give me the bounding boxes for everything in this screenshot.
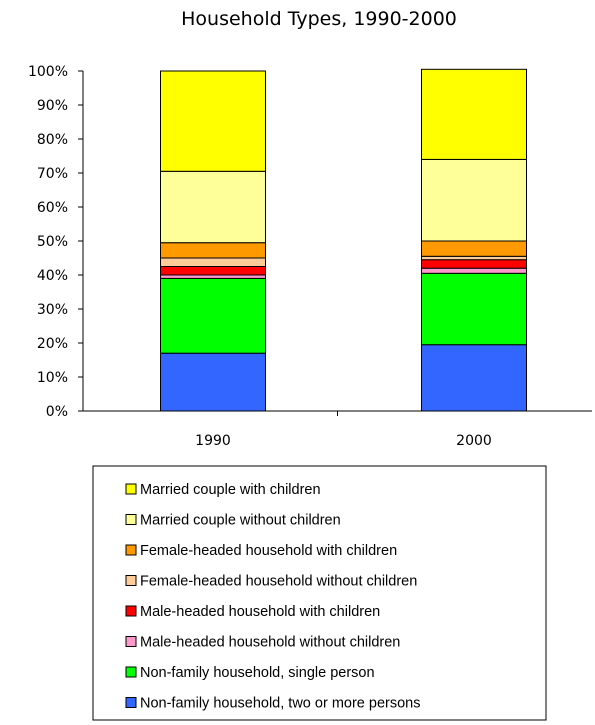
legend-swatch [125, 666, 137, 678]
y-tick-label: 80% [37, 132, 68, 148]
bar-segment [421, 255, 527, 261]
y-tick-label: 50% [37, 234, 68, 250]
y-tick-label: 60% [37, 200, 68, 216]
legend-label: Male-headed household with children [140, 604, 380, 620]
legend-swatch [125, 605, 137, 617]
bar-segment [421, 259, 527, 269]
bar-segment [160, 257, 266, 267]
legend-label: Male-headed household without children [140, 635, 400, 651]
y-tick-label: 70% [37, 166, 68, 182]
y-tick-label: 0% [46, 404, 68, 420]
legend-label: Non-family household, single person [140, 665, 375, 681]
bar-segment [421, 267, 527, 274]
legend-swatch [125, 514, 137, 525]
y-tick-label: 10% [37, 370, 68, 386]
y-tick-label: 20% [37, 336, 68, 352]
bar-segment [160, 170, 266, 244]
legend-swatch [125, 575, 137, 586]
legend-swatch [125, 483, 137, 495]
y-tick-label: 40% [37, 268, 68, 284]
plot-area: 0% 10% 20% 30% 40% 50% 60% 70% 80% 90% 100% 1990 200… [28, 64, 592, 449]
x-tick-label: 1990 [195, 433, 231, 449]
y-tick-label: 90% [37, 98, 68, 114]
bar-segment [421, 240, 527, 257]
bar-segment [160, 242, 266, 259]
x-tick-label: 2000 [456, 433, 492, 449]
legend-label: Non-family household, two or more person… [140, 696, 420, 712]
bar-segment [160, 70, 266, 172]
bar-segment [160, 277, 266, 354]
legend-swatch [125, 544, 137, 556]
y-tick-label: 30% [37, 302, 68, 318]
legend-label: Female-headed household without children [140, 574, 417, 590]
bar-segment [421, 272, 527, 346]
legend-label: Female-headed household with children [140, 543, 397, 559]
legend: Married couple with children Married coup… [92, 465, 547, 721]
bar-segment [160, 352, 266, 412]
y-tick-label: 100% [28, 64, 68, 80]
legend-swatch [125, 636, 137, 647]
bar-segment [421, 68, 527, 160]
legend-box [92, 465, 547, 721]
chart-title: Household Types, 1990-2000 [181, 8, 457, 30]
bar-segment [421, 158, 527, 242]
legend-swatch [125, 697, 137, 708]
bar-segment [160, 266, 266, 276]
legend-label: Married couple without children [140, 513, 341, 529]
bar-segment [160, 274, 266, 279]
bar-segment [421, 344, 527, 412]
legend-label: Married couple with children [140, 482, 321, 498]
